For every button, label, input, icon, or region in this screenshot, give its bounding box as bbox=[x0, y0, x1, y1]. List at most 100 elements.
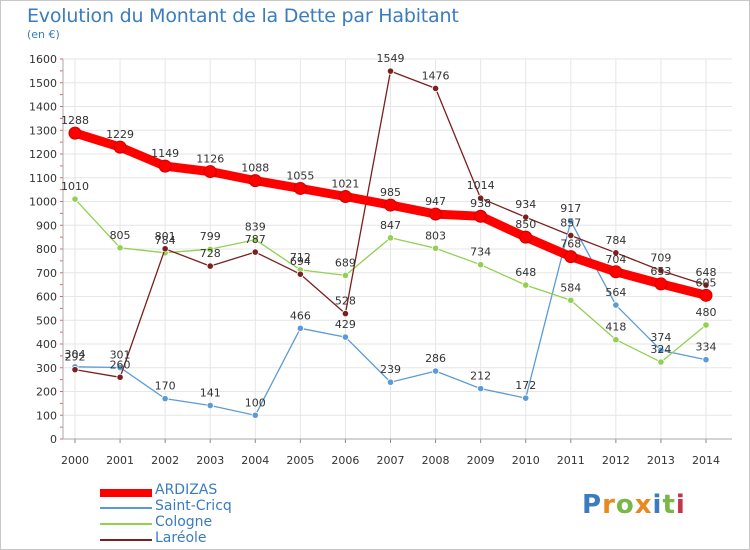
data-label: 694 bbox=[290, 255, 311, 268]
data-point-ardizas bbox=[248, 174, 262, 188]
data-point-ardizas bbox=[519, 230, 533, 244]
data-label: 839 bbox=[245, 221, 266, 234]
y-tick-label: 1200 bbox=[29, 148, 57, 161]
data-label: 934 bbox=[515, 198, 536, 211]
x-tick-label: 2012 bbox=[602, 454, 630, 467]
data-label: 728 bbox=[200, 247, 221, 260]
data-point-lar-ole bbox=[116, 373, 124, 381]
data-point-ardizas bbox=[654, 277, 668, 291]
data-point-saint-cricq bbox=[431, 367, 440, 375]
data-label: 1229 bbox=[106, 128, 134, 141]
data-label: 292 bbox=[65, 351, 86, 364]
data-label: 1149 bbox=[151, 147, 179, 160]
data-label: 985 bbox=[380, 186, 401, 199]
data-point-saint-cricq bbox=[341, 333, 350, 341]
x-tick-label: 2009 bbox=[467, 454, 495, 467]
data-point-lar-ole bbox=[71, 366, 79, 374]
data-label: 653 bbox=[650, 265, 671, 278]
data-point-lar-ole bbox=[161, 245, 169, 253]
data-label: 466 bbox=[290, 309, 311, 322]
data-point-lar-ole bbox=[386, 67, 395, 75]
data-label: 917 bbox=[560, 202, 581, 215]
logo-letter: P bbox=[582, 490, 603, 520]
data-label: 847 bbox=[380, 219, 401, 232]
logo-letter: r bbox=[602, 490, 616, 520]
data-label: 100 bbox=[245, 396, 266, 409]
data-label: 170 bbox=[155, 380, 176, 393]
data-point-cologne bbox=[386, 234, 395, 242]
data-point-lar-ole bbox=[206, 262, 214, 270]
data-point-saint-cricq bbox=[702, 356, 710, 364]
data-label: 787 bbox=[245, 233, 266, 246]
y-tick-label: 700 bbox=[36, 267, 57, 280]
x-tick-label: 2013 bbox=[647, 454, 675, 467]
chart-title: Evolution du Montant de la Dette par Hab… bbox=[27, 5, 459, 27]
data-point-ardizas bbox=[474, 209, 488, 223]
legend-label: Saint-Cricq bbox=[155, 498, 232, 514]
x-tick-label: 2005 bbox=[286, 454, 314, 467]
data-point-ardizas bbox=[338, 190, 352, 204]
data-point-saint-cricq bbox=[477, 385, 485, 393]
data-point-cologne bbox=[477, 261, 485, 269]
legend-swatch bbox=[100, 507, 152, 509]
data-point-ardizas bbox=[429, 207, 443, 221]
data-label: 648 bbox=[515, 266, 536, 279]
legend-swatch bbox=[100, 539, 152, 541]
data-point-ardizas bbox=[384, 198, 397, 212]
data-label: 172 bbox=[515, 379, 536, 392]
data-label: 304 bbox=[65, 348, 86, 361]
y-tick-label: 500 bbox=[36, 314, 57, 327]
legend-label: Cologne bbox=[155, 514, 213, 530]
y-tick-label: 1400 bbox=[29, 101, 57, 114]
data-point-lar-ole bbox=[657, 267, 665, 275]
data-label: 805 bbox=[110, 229, 131, 242]
logo-letter: o bbox=[615, 490, 635, 520]
data-point-ardizas bbox=[203, 165, 217, 179]
data-label: 803 bbox=[425, 229, 446, 242]
logo-letter: i bbox=[652, 490, 663, 520]
data-label: 857 bbox=[560, 216, 581, 229]
data-label: 1014 bbox=[467, 179, 495, 192]
y-tick-label: 200 bbox=[36, 386, 57, 399]
x-tick-label: 2014 bbox=[692, 454, 720, 467]
data-point-lar-ole bbox=[251, 248, 259, 256]
y-tick-label: 100 bbox=[36, 409, 57, 422]
data-point-cologne bbox=[71, 195, 79, 203]
data-label: 947 bbox=[425, 195, 446, 208]
data-label: 704 bbox=[605, 253, 626, 266]
data-label: 1055 bbox=[286, 169, 314, 182]
data-point-cologne bbox=[612, 336, 620, 344]
y-tick-label: 1300 bbox=[29, 124, 57, 137]
data-point-cologne bbox=[206, 245, 214, 253]
data-point-saint-cricq bbox=[522, 394, 530, 402]
x-tick-label: 2001 bbox=[106, 454, 134, 467]
x-tick-label: 2006 bbox=[331, 454, 359, 467]
logo-letter: t bbox=[662, 490, 676, 520]
data-point-saint-cricq bbox=[386, 378, 395, 386]
data-label: 1021 bbox=[331, 178, 359, 191]
data-label: 564 bbox=[605, 286, 626, 299]
data-point-cologne bbox=[116, 244, 124, 252]
data-label: 324 bbox=[650, 343, 671, 356]
data-point-saint-cricq bbox=[161, 395, 169, 403]
x-tick-label: 2000 bbox=[61, 454, 89, 467]
data-label: 286 bbox=[425, 352, 446, 365]
data-label: 938 bbox=[470, 197, 491, 210]
data-point-saint-cricq bbox=[296, 324, 304, 332]
data-point-saint-cricq bbox=[657, 346, 665, 354]
logo-letter: i bbox=[675, 490, 686, 520]
data-point-lar-ole bbox=[702, 281, 710, 289]
data-label: 1288 bbox=[61, 114, 89, 127]
data-point-lar-ole bbox=[477, 194, 485, 202]
data-label: 799 bbox=[200, 230, 221, 243]
data-label: 374 bbox=[650, 331, 671, 344]
data-point-cologne bbox=[657, 358, 665, 366]
data-point-lar-ole bbox=[612, 249, 620, 257]
data-point-saint-cricq bbox=[206, 401, 214, 410]
legend-label: Laréole bbox=[155, 530, 207, 546]
data-label: 301 bbox=[110, 349, 131, 362]
data-label: 850 bbox=[515, 218, 536, 231]
data-point-cologne bbox=[341, 271, 350, 279]
data-label: 1549 bbox=[377, 52, 405, 65]
